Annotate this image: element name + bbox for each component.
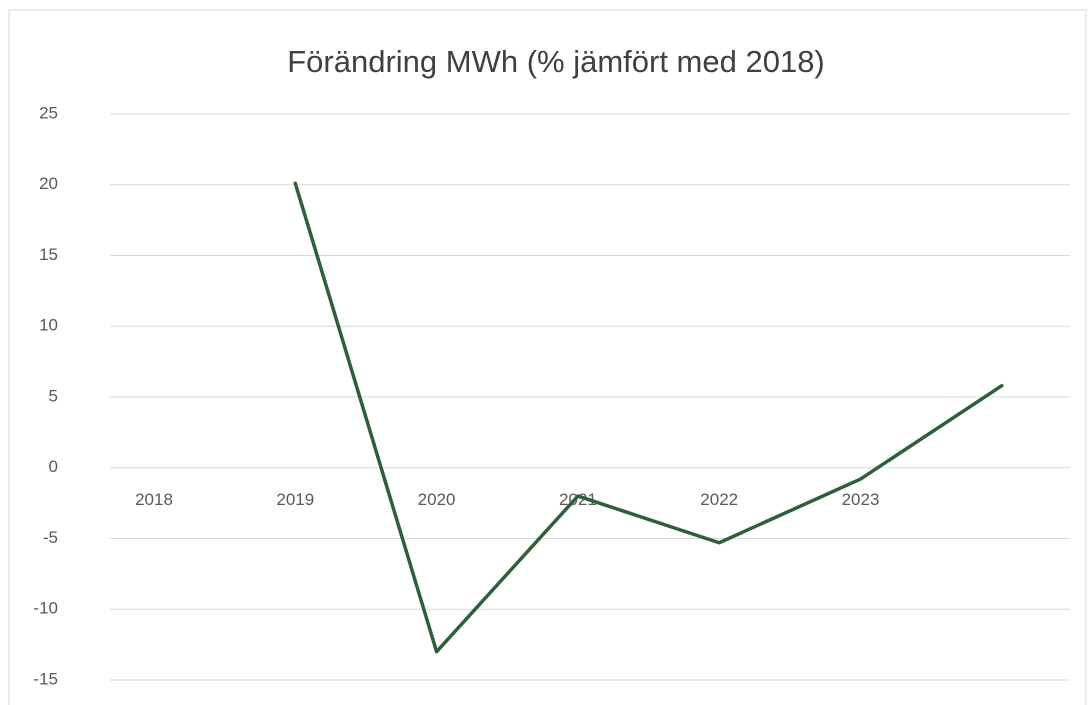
y-tick-label: 10 [39,316,58,335]
y-tick-label: 5 [49,386,58,405]
y-tick-label: 25 [39,103,58,122]
x-tick-label: 2020 [418,490,456,509]
x-tick-label: 2022 [700,490,738,509]
line-series [293,181,1004,654]
y-tick-label: -15 [33,669,58,688]
y-tick-label: -10 [33,599,58,618]
chart-border [8,9,1087,705]
x-tick-label: 2023 [842,490,880,509]
x-tick-label: 2018 [135,490,173,509]
y-tick-label: 15 [39,245,58,264]
y-tick-label: 0 [49,457,58,476]
y-tick-label: 20 [39,174,58,193]
chart-title: Förändring MWh (% jämfört med 2018) [287,44,825,79]
y-tick-label: -5 [43,528,58,547]
x-tick-label: 2019 [276,490,314,509]
